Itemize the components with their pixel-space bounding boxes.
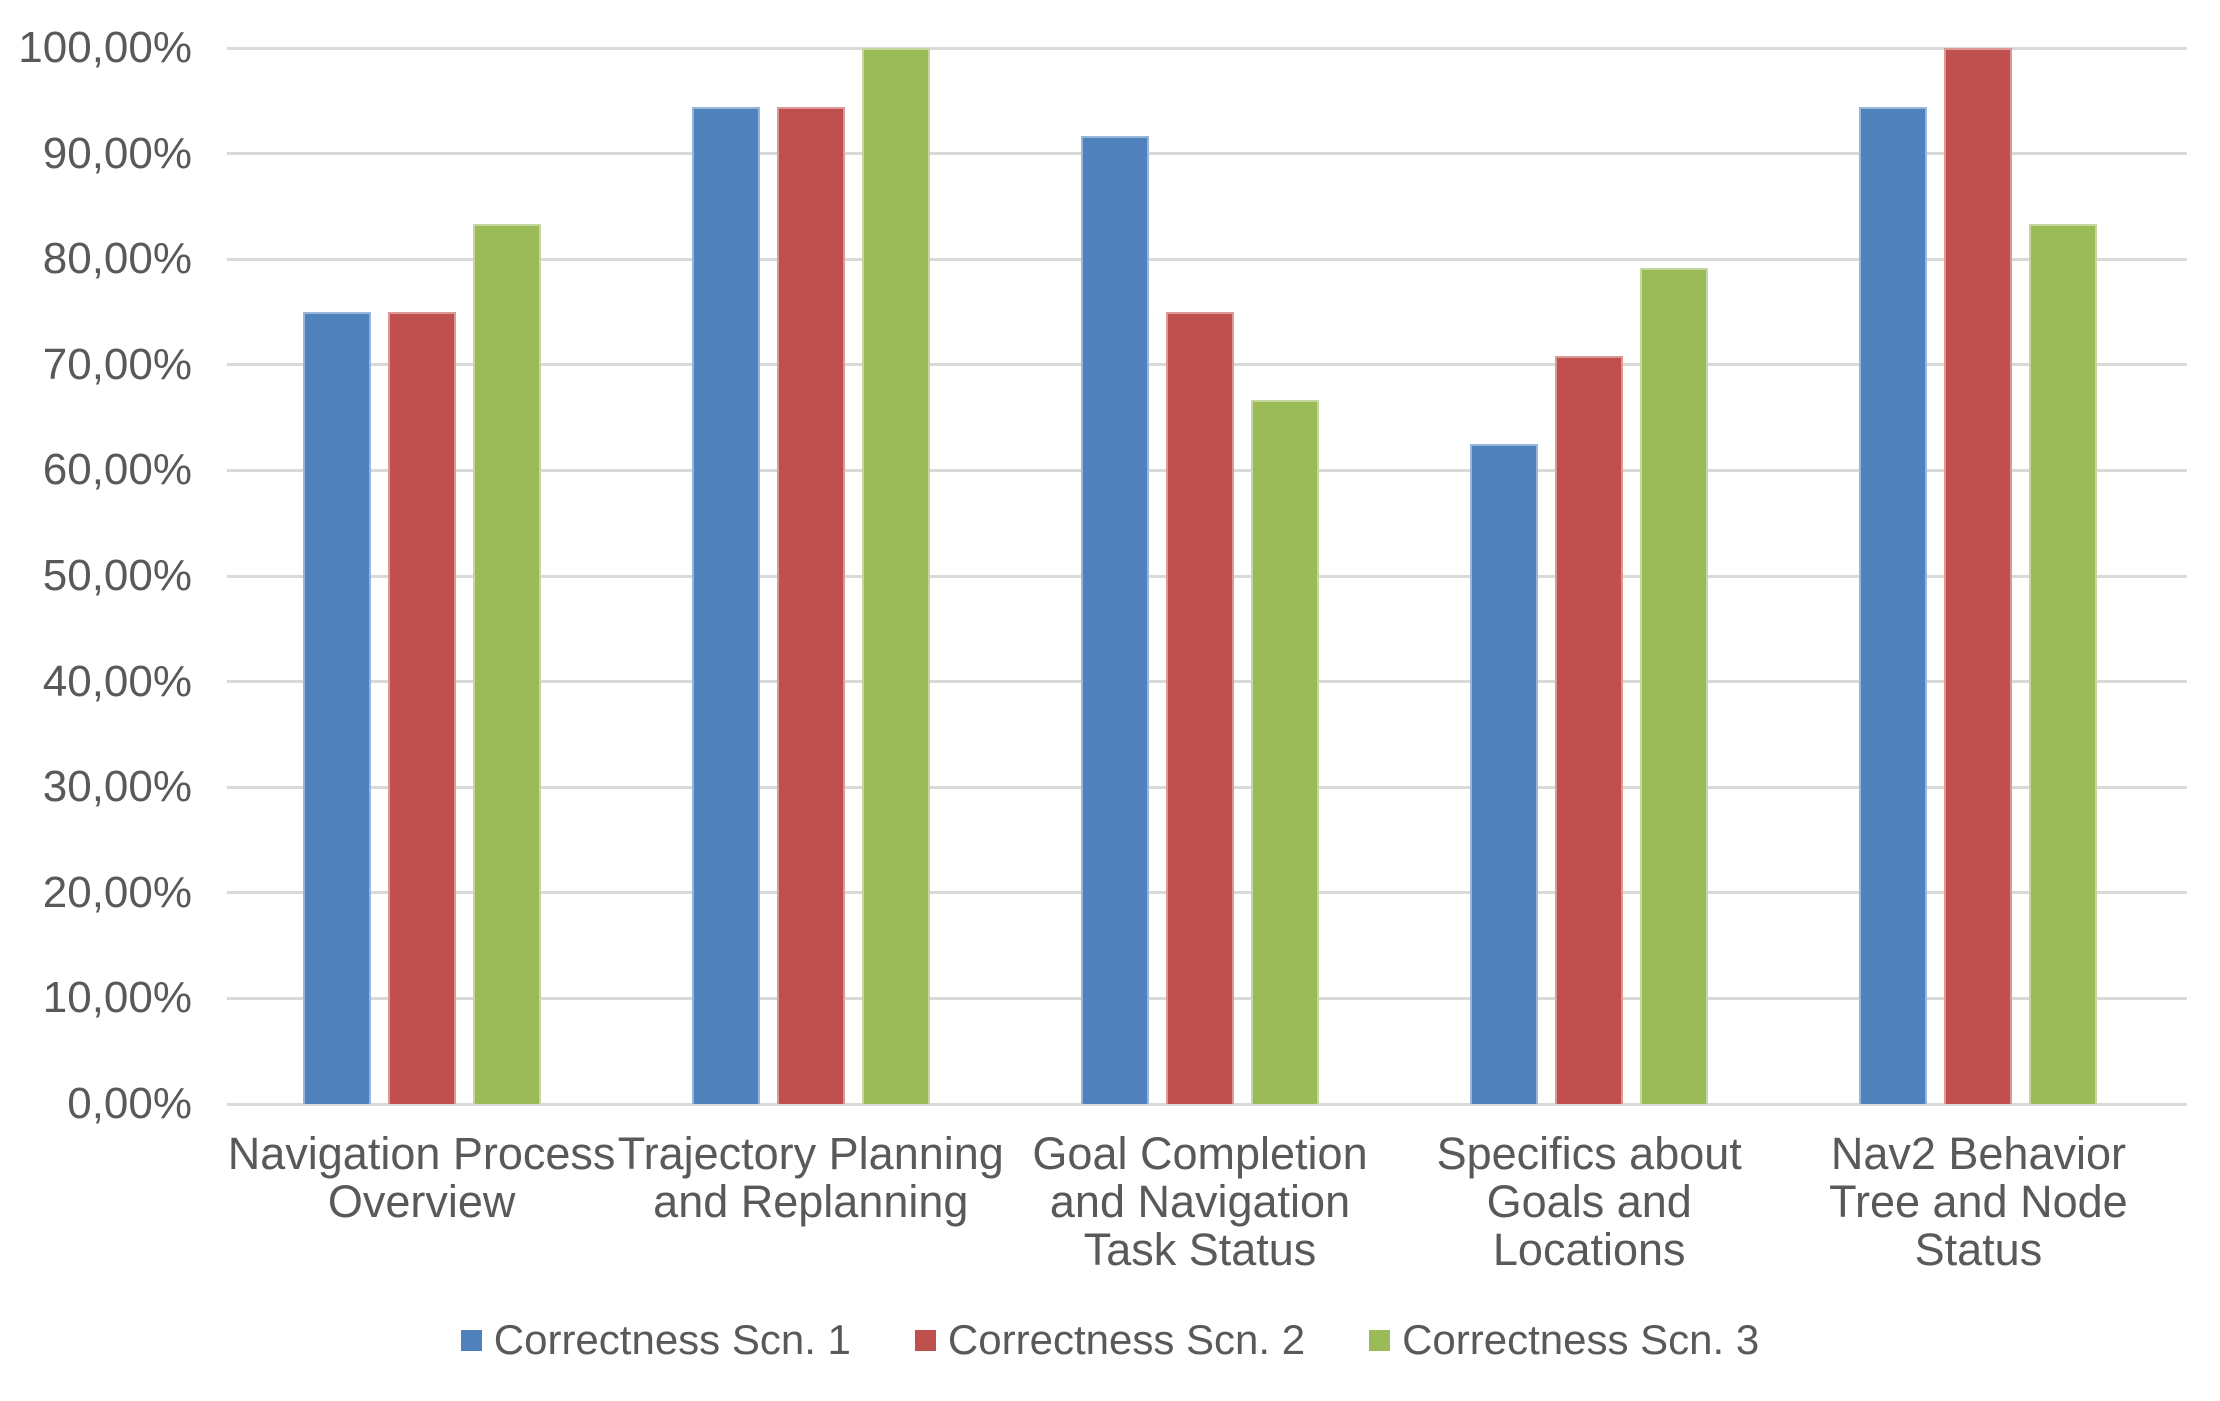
bar-group	[1395, 48, 1784, 1104]
legend-item: Correctness Scn. 2	[914, 1316, 1306, 1363]
gridline	[227, 46, 2187, 50]
y-axis-tick-label: 100,00%	[18, 23, 192, 72]
bar-groups	[227, 48, 2173, 1104]
bar-group	[1005, 48, 1394, 1104]
bar-series-1	[1081, 135, 1149, 1104]
bar-series-2	[1166, 312, 1234, 1104]
bar-series-3	[1640, 267, 1709, 1104]
y-axis-tick-label: 80,00%	[42, 234, 192, 284]
y-axis-tick-label: 40,00%	[42, 656, 192, 706]
x-axis: Navigation Process Overview Trajectory Pl…	[227, 1130, 2173, 1274]
legend-item: Correctness Scn. 3	[1369, 1319, 1759, 1361]
legend-label: Correctness Scn. 2	[947, 1316, 1306, 1363]
legend: Correctness Scn. 1 Correctness Scn. 2 Corr…	[0, 1312, 2220, 1368]
legend-label: Correctness Scn. 3	[1402, 1316, 1760, 1363]
bar-series-3	[861, 48, 930, 1104]
gridline	[227, 257, 2187, 261]
y-axis-tick-label: 20,00%	[42, 867, 192, 917]
x-axis-category-label: Trajectory Planning and Replanning	[617, 1128, 1004, 1227]
bar-group	[227, 48, 616, 1104]
y-axis-tick-label: 0,00%	[67, 1079, 192, 1128]
legend-item: Correctness Scn. 1	[460, 1316, 851, 1363]
x-axis-category-slot: Navigation Process Overview	[227, 1130, 616, 1274]
y-axis-tick-label: 10,00%	[42, 973, 192, 1023]
x-axis-category-label: Specifics about Goals and Locations	[1436, 1128, 1742, 1275]
bar-series-2	[1555, 356, 1624, 1104]
bar-series-1	[1470, 444, 1539, 1104]
x-axis-category-label: Nav2 Behavior Tree and Node Status	[1829, 1128, 2128, 1275]
x-axis-category-slot: Nav2 Behavior Tree and Node Status	[1784, 1130, 2173, 1274]
bar-series-2	[776, 106, 845, 1104]
bar-series-1	[1859, 106, 1928, 1104]
bar-group	[616, 48, 1005, 1104]
bar-series-1	[691, 106, 760, 1104]
bar-series-2	[1944, 48, 2013, 1104]
x-axis-category-label: Goal Completion and Navigation Task Stat…	[1032, 1128, 1368, 1275]
bar-series-3	[472, 224, 541, 1104]
y-axis: 0,00% 10,00% 20,00% 30,00% 40,00% 50,00% 60,00…	[0, 26, 192, 1126]
gridline	[227, 152, 2187, 156]
bar-group	[1784, 48, 2173, 1104]
legend-label: Correctness Scn. 1	[493, 1316, 851, 1363]
gridline	[227, 1102, 2187, 1106]
legend-swatch	[460, 1329, 482, 1351]
bar-series-2	[387, 312, 456, 1104]
legend-swatch	[914, 1329, 936, 1351]
plot-area	[227, 46, 2187, 1106]
y-axis-tick-label: 60,00%	[42, 445, 192, 495]
legend-swatch	[1369, 1329, 1391, 1351]
y-axis-tick-label: 30,00%	[42, 762, 192, 812]
x-axis-category-slot: Trajectory Planning and Replanning	[616, 1130, 1005, 1274]
bar-series-3	[2029, 224, 2098, 1104]
x-axis-category-slot: Specifics about Goals and Locations	[1395, 1130, 1784, 1274]
x-axis-category-label: Navigation Process Overview	[227, 1128, 616, 1227]
x-axis-category-slot: Goal Completion and Navigation Task Stat…	[1005, 1130, 1394, 1274]
y-axis-tick-label: 90,00%	[42, 128, 192, 178]
bar-series-3	[1251, 399, 1319, 1104]
y-axis-tick-label: 50,00%	[42, 551, 192, 600]
y-axis-tick-label: 70,00%	[42, 339, 192, 389]
bar-series-1	[302, 312, 371, 1104]
